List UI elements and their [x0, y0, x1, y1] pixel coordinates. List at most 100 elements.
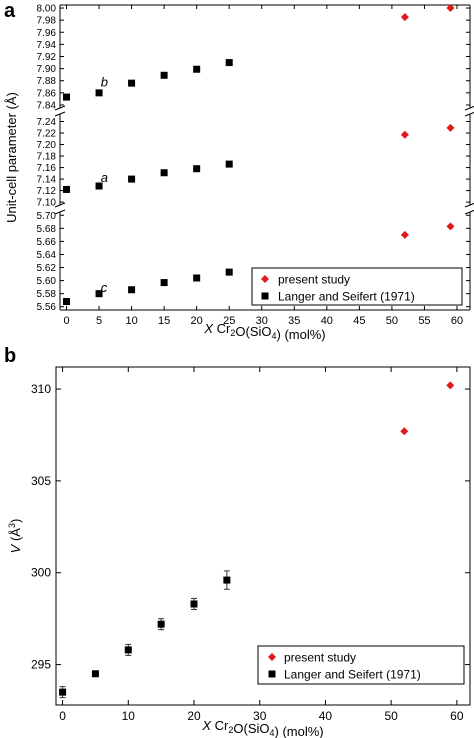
y-tick-label: 7.98: [37, 16, 57, 27]
x-tick-label: 20: [187, 709, 201, 723]
langer-point: [193, 274, 201, 282]
x-tick-label: 40: [319, 709, 333, 723]
axis-break-gap: [467, 205, 473, 212]
chart-b: 295 300 305 310 0 10 20 30 40 50 60 X Cr2O(SiO4) (m…: [7, 366, 471, 738]
y-tick-label: 5.56: [37, 302, 57, 313]
axis-break-gap: [57, 108, 63, 114]
y-tick-label: 7.24: [37, 117, 57, 128]
x-tick-label: 5: [96, 315, 102, 327]
axis-break-mark: [464, 105, 474, 111]
axis-break-mark: [54, 202, 66, 208]
legend-box: [251, 267, 463, 306]
x-tick-label: 45: [353, 315, 365, 327]
langer-point: [225, 160, 233, 168]
y-tick-label: 5.60: [37, 276, 57, 287]
y-tick-label: 5.66: [37, 237, 57, 248]
x-tick-label: 35: [288, 315, 300, 327]
present-study-point: [446, 4, 455, 13]
langer-point: [157, 620, 165, 628]
y-tick-label: 7.14: [37, 175, 57, 186]
present-study-point: [400, 230, 409, 239]
langer-point: [95, 182, 103, 190]
y-tick-label: 310: [31, 382, 51, 396]
legend-entry: present study: [284, 651, 356, 665]
langer-point: [225, 268, 233, 276]
axis-break-mark: [54, 105, 66, 111]
langer-point: [63, 185, 71, 193]
present-study-point: [446, 222, 455, 231]
langer-point: [128, 79, 136, 87]
legend-marker: [268, 670, 276, 678]
y-tick-label: 5.70: [37, 211, 57, 222]
langer-point: [91, 670, 99, 678]
langer-point: [160, 71, 168, 79]
x-axis-title: X Cr2O(SiO4) (mol%): [201, 718, 323, 738]
axis-break-mark: [464, 111, 474, 117]
y-tick-label: 5.58: [37, 289, 57, 300]
segment-label-c: c: [101, 280, 108, 295]
y-tick-label: 305: [31, 474, 51, 488]
legend-entry: Langer and Seifert (1971): [278, 290, 415, 304]
y-tick-label: 7.18: [37, 152, 57, 163]
x-tick-label: 60: [451, 315, 463, 327]
y-tick-label: 7.84: [37, 100, 57, 111]
axis-break-mark: [54, 209, 66, 215]
y-tick-label: 7.88: [37, 76, 57, 87]
y-tick-label: 7.22: [37, 129, 57, 140]
x-tick-label: 25: [223, 315, 235, 327]
present-study-point: [400, 427, 409, 436]
langer-point: [59, 688, 67, 696]
y-tick-label: 295: [31, 658, 51, 672]
x-tick-label: 15: [158, 315, 170, 327]
present-study-point: [446, 123, 455, 132]
langer-point: [225, 59, 233, 67]
chart-a: 7.847.867.887.907.927.947.967.988.00 7.10…: [4, 4, 474, 342]
langer-point: [160, 279, 168, 287]
y-tick-label: 7.96: [37, 28, 57, 39]
x-tick-label: 10: [125, 315, 137, 327]
present-study-point: [446, 381, 455, 390]
x-tick-label: 20: [191, 315, 203, 327]
x-tick-label: 55: [418, 315, 430, 327]
x-tick-label: 0: [59, 709, 66, 723]
legend-marker: [261, 275, 269, 283]
y-tick-label: 5.62: [37, 263, 57, 274]
x-tick-label: 40: [321, 315, 333, 327]
x-tick-label: 10: [122, 709, 136, 723]
y-tick-label: 5.64: [37, 250, 57, 261]
axis-break-gap: [467, 108, 473, 114]
langer-point: [124, 646, 132, 654]
y-tick-label: 7.92: [37, 52, 57, 63]
plot-frame: [55, 366, 471, 706]
langer-point: [223, 576, 231, 584]
y-tick-label: 7.20: [37, 140, 57, 151]
x-tick-label: 30: [256, 315, 268, 327]
langer-point: [193, 65, 201, 73]
y-tick-label: 7.12: [37, 186, 57, 197]
axis-break-gap: [57, 205, 63, 212]
y-axis-title: V (Å3): [7, 519, 23, 554]
y-tick-label: 7.90: [37, 64, 57, 75]
legend-entry: Langer and Seifert (1971): [284, 668, 421, 682]
axis-break-mark: [464, 209, 474, 215]
y-tick-label: 5.68: [37, 224, 57, 235]
legend-marker: [268, 653, 276, 661]
langer-point: [63, 93, 71, 101]
axis-break-mark: [464, 202, 474, 208]
x-tick-label: 30: [253, 709, 267, 723]
segment-label-b: b: [101, 75, 108, 90]
y-tick-label: 7.86: [37, 88, 57, 99]
x-tick-label: 50: [386, 315, 398, 327]
x-tick-label: 60: [450, 709, 464, 723]
y-tick-label: 7.10: [37, 198, 57, 209]
x-tick-label: 0: [63, 315, 69, 327]
present-study-point: [400, 13, 409, 22]
present-study-point: [400, 130, 409, 139]
x-tick-label: 50: [384, 709, 398, 723]
segment-label-a: a: [101, 170, 108, 185]
y-axis-title: Unit-cell parameter (Å): [4, 92, 19, 223]
legend-entry: present study: [278, 273, 350, 287]
y-tick-label: 8.00: [37, 4, 57, 15]
panel-b-label: b: [4, 345, 16, 367]
langer-point: [190, 600, 198, 608]
